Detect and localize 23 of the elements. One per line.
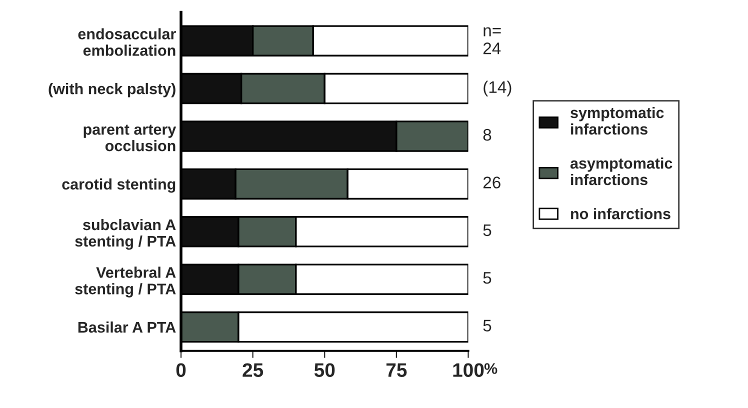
text: 5 [483, 272, 492, 284]
y-tick-label: (with neck palsty) [48, 83, 176, 98]
x-tick-label: 100 [453, 363, 484, 377]
legend-label: asymptomatic infarctions [570, 158, 672, 186]
y-tick-label: Vertebral A stenting / PTA [75, 266, 176, 298]
y-tick-label: carotid stenting [62, 178, 176, 193]
y-tick-label: endosaccular embolization [78, 28, 176, 56]
y-tick-label: Basilar A PTA [78, 321, 176, 333]
text: n= 24 [483, 27, 501, 54]
text: (14) [484, 80, 512, 96]
legend-label: symptomatic infarctions [570, 106, 664, 135]
x-axis-title: % [484, 363, 498, 374]
y-tick-label: subclavian A stenting / PTA [75, 218, 176, 250]
x-tick-label: 25 [242, 363, 264, 377]
x-tick-label: 0 [176, 363, 186, 377]
text: 5 [483, 320, 492, 332]
text: 5 [483, 224, 492, 236]
legend-label: no infarctions [571, 208, 670, 220]
x-tick-label: 75 [386, 363, 407, 377]
y-tick-label: parent artery occlusion [84, 124, 176, 152]
text: 8 [483, 128, 492, 141]
text: 26 [483, 176, 500, 188]
x-tick-label: 50 [314, 363, 335, 377]
